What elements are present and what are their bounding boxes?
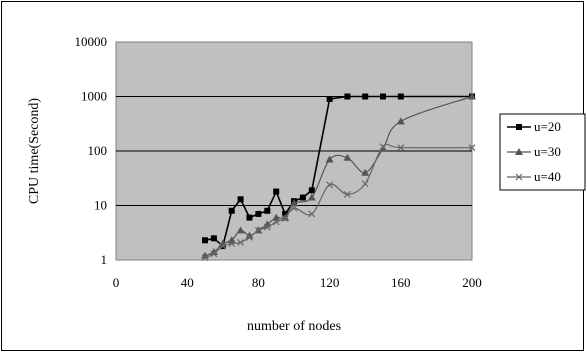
series-u40	[201, 143, 476, 262]
data-point-u30	[209, 248, 218, 256]
data-point-u40	[210, 250, 218, 258]
data-point-u40	[397, 144, 405, 152]
legend-marker	[515, 148, 523, 155]
data-point-u40	[343, 190, 351, 198]
marker-stroke	[272, 218, 280, 226]
x-axis-title: number of nodes	[247, 319, 341, 334]
data-point-u30	[281, 213, 290, 221]
legend-marker	[516, 124, 522, 130]
marker-stroke	[246, 233, 253, 241]
x-tick-label: 40	[181, 275, 194, 290]
data-point-u20	[344, 93, 351, 100]
data-point-u40	[308, 210, 316, 218]
data-point-u20	[210, 235, 217, 242]
x-tick-label: 200	[462, 275, 482, 290]
data-point-u20	[255, 210, 262, 217]
data-point-u30	[307, 193, 316, 201]
y-tick-label: 10000	[75, 34, 108, 49]
data-point-u20	[380, 93, 386, 100]
data-point-u40	[326, 181, 334, 189]
marker-stroke	[468, 144, 476, 152]
y-tick-label: 1	[101, 252, 108, 267]
data-point-u30	[245, 231, 254, 239]
data-point-u30	[272, 213, 281, 221]
data-point-u20	[273, 188, 280, 195]
data-point-u30	[343, 153, 352, 161]
data-point-u40	[201, 254, 209, 262]
data-point-u20	[299, 194, 306, 201]
data-point-u20	[202, 237, 208, 244]
y-tick-label: 1000	[81, 89, 107, 104]
data-point-u40	[228, 240, 236, 248]
x-tick-label: 160	[391, 275, 411, 290]
data-point-u20	[246, 214, 253, 221]
marker-stroke	[201, 254, 209, 262]
legend-item-u20: u=20	[507, 119, 561, 134]
data-point-u20	[326, 95, 333, 102]
data-point-u30	[468, 92, 476, 100]
x-tick-label: 0	[113, 275, 120, 290]
marker-stroke	[361, 180, 369, 188]
data-point-u30	[236, 226, 245, 234]
marker-stroke	[343, 190, 351, 198]
marker-stroke	[281, 214, 289, 222]
data-point-u40	[219, 242, 227, 250]
data-point-u20	[308, 187, 315, 194]
data-point-u40	[237, 239, 245, 246]
data-point-u40	[468, 144, 476, 152]
data-point-u40	[272, 218, 280, 226]
marker-stroke	[308, 210, 316, 218]
x-tick-label: 120	[320, 275, 340, 290]
data-point-u20	[237, 196, 244, 203]
legend-marker	[515, 173, 523, 181]
legend-label: u=40	[534, 169, 561, 184]
marker-stroke	[326, 181, 334, 189]
data-point-u30	[396, 117, 405, 125]
marker-stroke	[219, 242, 227, 250]
legend-label: u=20	[534, 119, 561, 134]
y-tick-label: 10	[94, 198, 107, 213]
marker-stroke	[397, 144, 405, 152]
data-point-u20	[362, 93, 369, 100]
marker-stroke	[228, 240, 236, 248]
data-point-u30	[325, 155, 334, 163]
data-point-u40	[254, 226, 262, 234]
data-point-u30	[361, 168, 370, 176]
marker-stroke	[254, 226, 262, 234]
marker-stroke	[379, 143, 387, 151]
legend-item-u40: u=40	[507, 169, 561, 184]
data-point-u40	[281, 214, 289, 222]
data-point-u40	[290, 204, 298, 212]
marker-stroke	[263, 223, 271, 231]
data-point-u40	[263, 223, 271, 231]
y-axis-title: CPU time(Second)	[27, 98, 42, 204]
y-tick-labels: 1 10 100 1000 10000	[75, 34, 108, 267]
data-point-u20	[264, 207, 271, 214]
series-layer	[201, 92, 476, 262]
marker-stroke	[515, 173, 523, 181]
marker-stroke	[290, 204, 298, 212]
data-point-u20	[397, 93, 404, 100]
legend: u=20 u=30 u=40	[499, 113, 586, 191]
legend-item-u30: u=30	[507, 144, 561, 159]
data-point-u20	[228, 207, 235, 214]
data-point-u30	[290, 199, 298, 207]
x-tick-label: 80	[252, 275, 265, 290]
legend-label: u=30	[534, 144, 561, 159]
data-point-u40	[246, 233, 253, 241]
marker-stroke	[210, 250, 218, 258]
data-point-u40	[361, 180, 369, 188]
data-point-u40	[379, 143, 387, 151]
y-tick-label: 100	[88, 143, 108, 158]
x-tick-labels: 0 40 80 120 160 200	[113, 275, 482, 290]
marker-stroke	[237, 239, 245, 246]
